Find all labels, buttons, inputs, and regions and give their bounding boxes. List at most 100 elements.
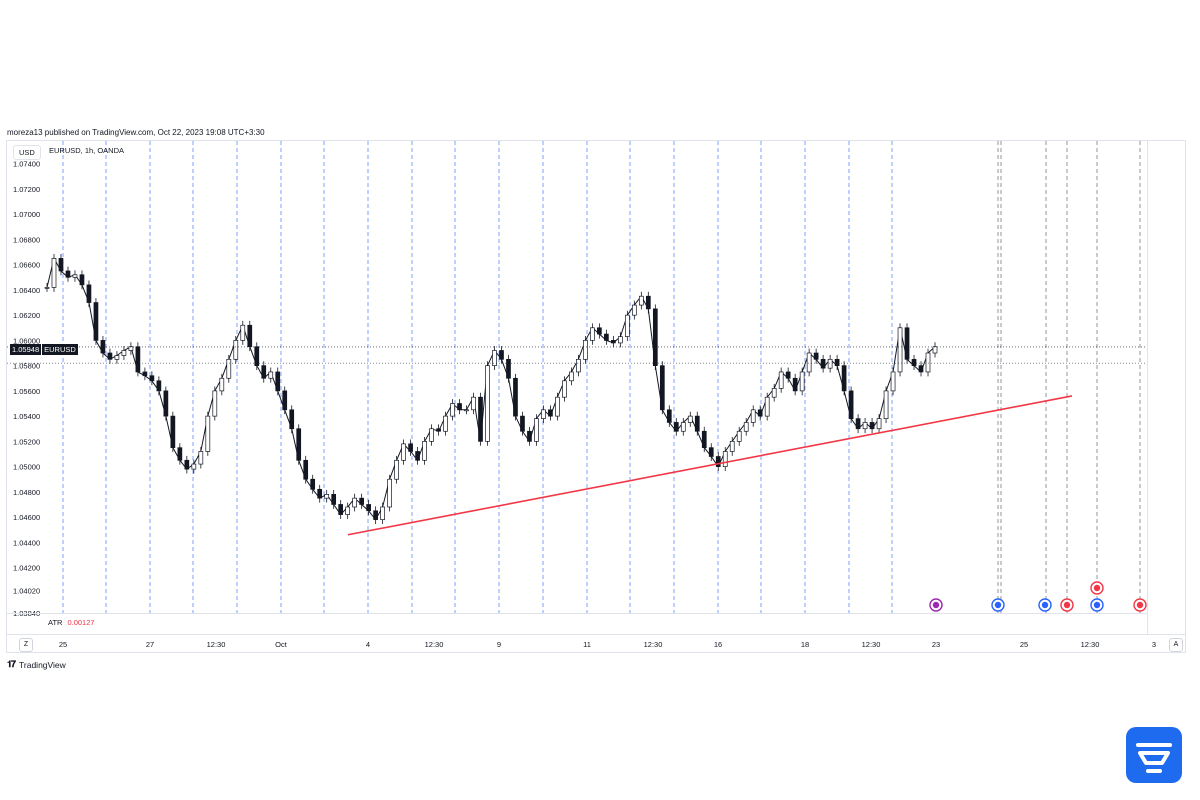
- candle-63: [485, 365, 490, 442]
- candle-110: [813, 352, 819, 360]
- atr-legend[interactable]: ATR 0.00127: [48, 618, 95, 627]
- x-tick-7: 11: [583, 640, 591, 649]
- candle-45: [359, 497, 364, 505]
- candle-86: [645, 295, 651, 310]
- overlays: [7, 346, 1147, 536]
- candle-3: [65, 270, 71, 278]
- candle-122: [897, 327, 903, 373]
- candle-46: [366, 504, 371, 512]
- candle-35: [289, 409, 295, 430]
- candle-1: [51, 258, 57, 288]
- candle-100: [743, 422, 749, 432]
- candle-91: [680, 422, 686, 432]
- trend-line: [347, 395, 1073, 536]
- candle-85: [638, 295, 644, 306]
- candle-33: [275, 371, 281, 392]
- candle-44: [352, 497, 358, 508]
- x-tick-11: 12:30: [862, 640, 881, 649]
- candle-55: [429, 428, 434, 442]
- symbol-legend[interactable]: EURUSD, 1h, OANDA: [49, 146, 125, 155]
- candle-76: [576, 358, 581, 373]
- candle-60: [464, 409, 469, 412]
- candle-117: [862, 422, 868, 430]
- brand-badge-icon: [1126, 727, 1182, 783]
- us-flag-event-icon-dot: [1093, 584, 1101, 592]
- candle-52: [408, 443, 413, 452]
- zoom-button[interactable]: Z: [19, 638, 33, 652]
- candle-111: [820, 358, 826, 369]
- x-axis-ticks: 25 27 12:30 Oct 4 12:30 9 11 12:30 16 18 12:30 23 25 1…: [59, 640, 1156, 649]
- session-lines: [62, 141, 1141, 613]
- candle-87: [652, 308, 658, 366]
- candle-123: [904, 327, 910, 360]
- x-tick-1: 27: [146, 640, 154, 649]
- candle-28: [240, 324, 246, 341]
- candle-51: [401, 443, 406, 461]
- candle-30: [254, 346, 260, 366]
- candle-50: [394, 459, 399, 480]
- candle-6: [86, 284, 92, 303]
- candle-120: [883, 390, 889, 419]
- candle-65: [499, 350, 504, 360]
- candle-47: [373, 510, 378, 520]
- candle-104: [771, 388, 777, 398]
- candle-83: [624, 314, 630, 337]
- pane-separator: [7, 613, 1147, 614]
- candle-126: [925, 352, 931, 373]
- atr-value: 0.00127: [67, 618, 95, 627]
- candle-19: [177, 447, 183, 461]
- candle-32: [268, 371, 274, 379]
- tradingview-footer[interactable]: 𝟏𝟕 TradingView: [7, 659, 66, 670]
- eu-flag-event-icon-dot: [994, 601, 1002, 609]
- candle-9: [107, 352, 113, 360]
- y-tick-8: 1.05800: [13, 362, 40, 371]
- candle-17: [163, 390, 169, 417]
- price-axis-separator: [1147, 141, 1148, 634]
- candle-18: [170, 415, 176, 449]
- candle-38: [310, 478, 316, 490]
- candle-53: [415, 451, 420, 461]
- price-chart[interactable]: 1.07400 1.07200 1.07000 1.06800 1.06600 1.064…: [7, 141, 1187, 654]
- candle-0: [44, 287, 50, 289]
- lightning-event-icon-dot: [932, 601, 940, 609]
- chart-frame[interactable]: 1.07400 1.07200 1.07000 1.06800 1.06600 1.064…: [6, 140, 1186, 653]
- candle-62: [478, 396, 483, 442]
- y-tick-12: 1.05000: [13, 463, 40, 472]
- y-tick-17: 1.04020: [13, 586, 40, 595]
- currency-button[interactable]: USD: [13, 145, 41, 160]
- candle-109: [806, 352, 812, 373]
- x-tick-6: 9: [497, 640, 501, 649]
- candle-119: [876, 418, 882, 430]
- x-tick-3: Oct: [275, 640, 288, 649]
- candle-39: [317, 488, 323, 499]
- candle-73: [555, 396, 560, 417]
- candles: [44, 253, 938, 525]
- candle-95: [708, 447, 714, 457]
- candle-7: [93, 302, 99, 341]
- candle-98: [729, 441, 735, 452]
- candle-96: [715, 456, 721, 467]
- candle-97: [722, 451, 728, 467]
- x-tick-4: 4: [366, 640, 370, 649]
- candle-8: [100, 340, 106, 354]
- candle-78: [590, 327, 595, 341]
- candle-124: [911, 358, 917, 366]
- candle-41: [331, 494, 337, 505]
- x-tick-5: 12:30: [425, 640, 444, 649]
- y-tick-11: 1.05200: [13, 437, 40, 446]
- candle-108: [799, 371, 805, 392]
- candle-36: [296, 428, 302, 461]
- candle-84: [631, 304, 637, 316]
- candle-103: [764, 396, 770, 417]
- candle-88: [659, 365, 665, 411]
- x-tick-12: 23: [932, 640, 940, 649]
- candle-14: [142, 371, 148, 377]
- candle-68: [520, 415, 525, 432]
- candle-89: [666, 409, 672, 423]
- y-tick-3: 1.06800: [13, 235, 40, 244]
- tradingview-brand: TradingView: [19, 659, 66, 670]
- candle-26: [226, 358, 232, 379]
- candle-115: [848, 390, 854, 419]
- candle-127: [932, 346, 938, 354]
- auto-scale-button[interactable]: A: [1169, 638, 1183, 652]
